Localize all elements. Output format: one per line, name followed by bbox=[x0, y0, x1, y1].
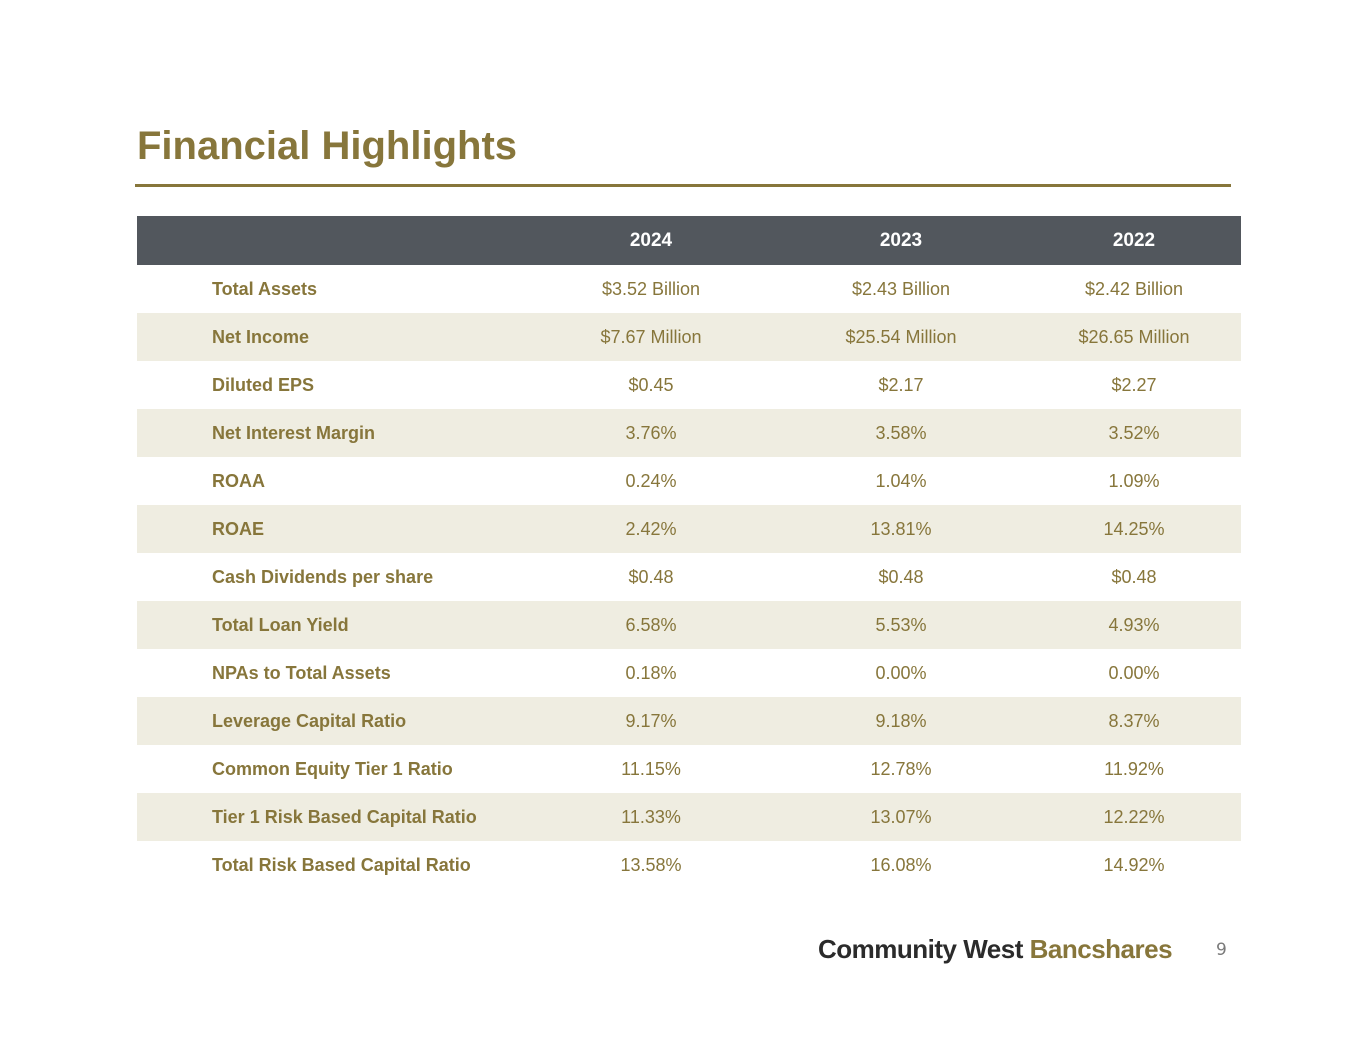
page-number: 9 bbox=[1216, 940, 1227, 960]
cell-value: 0.18% bbox=[625, 662, 677, 683]
table-row: Total Risk Based Capital Ratio 13.58% 16… bbox=[137, 841, 1241, 889]
cell-value: $7.67 Million bbox=[527, 313, 775, 361]
cell-value: 0.00% bbox=[875, 662, 927, 683]
cell-value: 12.22% bbox=[1027, 793, 1241, 841]
row-label: Tier 1 Risk Based Capital Ratio bbox=[137, 793, 527, 841]
cell-value: 11.33% bbox=[527, 793, 775, 841]
cell-value: 2.42% bbox=[527, 505, 775, 553]
cell-value: 3.58% bbox=[775, 409, 1027, 457]
column-header-2022: 2022 bbox=[1027, 216, 1241, 265]
cell-value: 8.37% bbox=[1027, 697, 1241, 745]
table-row: NPAs to Total Assets 0.18% 0.00% 0.00% bbox=[137, 649, 1241, 697]
table-row: Leverage Capital Ratio 9.17% 9.18% 8.37% bbox=[137, 697, 1241, 745]
row-label: ROAA bbox=[212, 470, 265, 491]
cell-value: 12.78% bbox=[870, 758, 932, 779]
cell-value: 4.93% bbox=[1027, 601, 1241, 649]
row-label: Diluted EPS bbox=[212, 374, 315, 395]
cell-value: $2.43 Billion bbox=[851, 278, 951, 299]
cell-value: 3.52% bbox=[1027, 409, 1241, 457]
table-row: Net Income $7.67 Million $25.54 Million … bbox=[137, 313, 1241, 361]
row-label: Total Loan Yield bbox=[137, 601, 527, 649]
row-label: Common Equity Tier 1 Ratio bbox=[212, 758, 453, 779]
company-logo: Community West Bancshares bbox=[818, 931, 1173, 967]
row-label: ROAE bbox=[137, 505, 527, 553]
row-label: Cash Dividends per share bbox=[212, 566, 434, 587]
row-label: Total Assets bbox=[212, 278, 318, 299]
table-row: Diluted EPS $0.45 $2.17 $2.27 bbox=[137, 361, 1241, 409]
logo-text-bancshares: Bancshares bbox=[1029, 934, 1173, 964]
column-header-2023: 2023 bbox=[775, 216, 1027, 265]
cell-value: 5.53% bbox=[775, 601, 1027, 649]
table-row: ROAA 0.24% 1.04% 1.09% bbox=[137, 457, 1241, 505]
cell-value: 0.24% bbox=[625, 470, 677, 491]
page-title: Financial Highlights bbox=[137, 124, 518, 168]
cell-value: 9.17% bbox=[527, 697, 775, 745]
cell-value: $2.17 bbox=[878, 374, 924, 395]
cell-value: 1.04% bbox=[875, 470, 927, 491]
table-row: Cash Dividends per share $0.48 $0.48 $0.… bbox=[137, 553, 1241, 601]
cell-value: 6.58% bbox=[527, 601, 775, 649]
table-row: ROAE 2.42% 13.81% 14.25% bbox=[137, 505, 1241, 553]
table-row: Net Interest Margin 3.76% 3.58% 3.52% bbox=[137, 409, 1241, 457]
row-label: Net Income bbox=[137, 313, 527, 361]
cell-value: 1.09% bbox=[1108, 470, 1160, 491]
cell-value: 0.00% bbox=[1108, 662, 1160, 683]
row-label: Leverage Capital Ratio bbox=[137, 697, 527, 745]
row-label: NPAs to Total Assets bbox=[212, 662, 391, 683]
cell-value: $25.54 Million bbox=[775, 313, 1027, 361]
cell-value: $0.45 bbox=[628, 374, 674, 395]
cell-value: 13.58% bbox=[620, 854, 682, 875]
logo-text-community-west: Community West bbox=[818, 934, 1023, 964]
table-row: Tier 1 Risk Based Capital Ratio 11.33% 1… bbox=[137, 793, 1241, 841]
cell-value: $2.42 Billion bbox=[1084, 278, 1184, 299]
cell-value: 9.18% bbox=[775, 697, 1027, 745]
cell-value: $2.27 bbox=[1111, 374, 1157, 395]
cell-value: $0.48 bbox=[878, 566, 924, 587]
cell-value: $3.52 Billion bbox=[601, 278, 701, 299]
financial-highlights-table: 2024 2023 2022 Total Assets $3.52 Billio… bbox=[137, 216, 1241, 889]
table-header-row: 2024 2023 2022 bbox=[137, 216, 1241, 265]
cell-value: 11.92% bbox=[1104, 758, 1164, 779]
cell-value: $0.48 bbox=[628, 566, 674, 587]
cell-value: 3.76% bbox=[527, 409, 775, 457]
cell-value: 13.07% bbox=[775, 793, 1027, 841]
cell-value: 16.08% bbox=[870, 854, 932, 875]
cell-value: 13.81% bbox=[775, 505, 1027, 553]
cell-value: 14.92% bbox=[1103, 854, 1165, 875]
row-label: Net Interest Margin bbox=[137, 409, 527, 457]
table-row: Common Equity Tier 1 Ratio 11.15% 12.78%… bbox=[137, 745, 1241, 793]
column-header-metric bbox=[137, 216, 527, 265]
cell-value: $26.65 Million bbox=[1027, 313, 1241, 361]
cell-value: $0.48 bbox=[1111, 566, 1157, 587]
table-row: Total Loan Yield 6.58% 5.53% 4.93% bbox=[137, 601, 1241, 649]
title-divider bbox=[135, 184, 1231, 187]
cell-value: 11.15% bbox=[621, 758, 681, 779]
column-header-2024: 2024 bbox=[527, 216, 775, 265]
cell-value: 14.25% bbox=[1027, 505, 1241, 553]
table-row: Total Assets $3.52 Billion $2.43 Billion… bbox=[137, 265, 1241, 313]
row-label: Total Risk Based Capital Ratio bbox=[212, 854, 471, 875]
